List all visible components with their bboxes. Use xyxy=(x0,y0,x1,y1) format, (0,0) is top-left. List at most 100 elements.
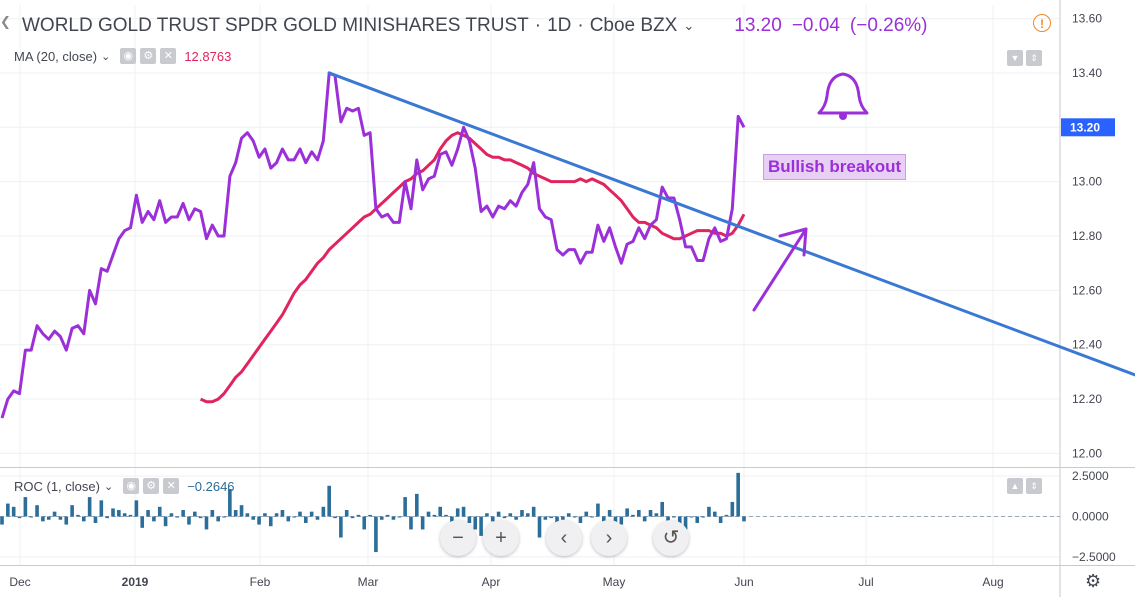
roc-bar xyxy=(730,501,735,517)
roc-axis-tick-label: −2.5000 xyxy=(1072,550,1116,564)
zoom-out-button[interactable]: − xyxy=(440,520,476,556)
roc-bar xyxy=(502,516,507,519)
symbol-title[interactable]: WORLD GOLD TRUST SPDR GOLD MINISHARES TR… xyxy=(22,15,529,36)
chevron-down-icon[interactable]: ⌄ xyxy=(101,50,111,63)
roc-bar xyxy=(23,497,28,517)
roc-bar xyxy=(543,516,548,520)
price-axis-tick-label: 13.00 xyxy=(1072,175,1102,189)
time-axis-tick-label: Aug xyxy=(982,575,1003,589)
roc-bar xyxy=(274,513,279,517)
roc-bar xyxy=(572,516,577,518)
roc-bar xyxy=(467,516,472,523)
roc-bar xyxy=(152,516,156,522)
roc-bar xyxy=(490,516,495,522)
ma-indicator-label[interactable]: MA (20, close) xyxy=(14,48,98,64)
trendline[interactable] xyxy=(327,71,1135,388)
roc-bar xyxy=(683,516,688,530)
exchange-label: Cboe BZX xyxy=(589,15,678,36)
collapse-icon[interactable]: ❮ xyxy=(0,14,11,29)
roc-indicator-label[interactable]: ROC (1, close) xyxy=(14,478,100,494)
price-axis-tick-label: 13.60 xyxy=(1072,12,1102,26)
roc-bar xyxy=(64,516,69,525)
roc-bar xyxy=(526,513,530,517)
time-axis-tick-label: Apr xyxy=(482,575,501,589)
roc-bar xyxy=(455,508,460,517)
roc-bar xyxy=(315,516,320,520)
roc-bar xyxy=(111,508,115,517)
arrow-up-icon[interactable] xyxy=(752,227,808,312)
roc-bar xyxy=(222,516,226,518)
roc-bar xyxy=(531,506,536,517)
roc-bar xyxy=(374,516,378,553)
roc-bar xyxy=(105,516,109,519)
roc-bar xyxy=(233,510,238,517)
roc-bar xyxy=(718,516,723,523)
interval-label[interactable]: 1D xyxy=(547,15,572,36)
close-icon[interactable]: ✕ xyxy=(160,48,177,64)
settings-icon[interactable]: ⚙ xyxy=(1085,571,1102,591)
roc-bar xyxy=(140,516,145,528)
roc-bar xyxy=(6,503,10,517)
roc-bar xyxy=(350,516,355,519)
zoom-in-button[interactable]: + xyxy=(483,520,519,556)
roc-bar xyxy=(590,516,594,518)
roc-bar xyxy=(619,516,624,525)
roc-bar xyxy=(508,513,513,517)
roc-bar xyxy=(344,510,349,517)
roc-bar xyxy=(385,514,390,517)
scroll-left-button[interactable]: ‹ xyxy=(546,520,582,556)
roc-bar xyxy=(181,510,185,517)
reset-button[interactable]: ↺ xyxy=(653,520,689,556)
roc-axis-tick-label: 2.5000 xyxy=(1072,469,1109,483)
price-axis-tick-label: 12.00 xyxy=(1072,446,1102,460)
roc-bar xyxy=(76,514,80,517)
maximize-icon[interactable]: ⇕ xyxy=(1026,478,1042,494)
roc-bar xyxy=(245,513,250,517)
roc-bar xyxy=(333,516,337,519)
roc-bar xyxy=(578,516,583,523)
roc-bar xyxy=(566,513,571,517)
scroll-right-button[interactable]: › xyxy=(591,520,627,556)
roc-bar xyxy=(485,513,489,517)
chevron-down-icon[interactable]: ▼ xyxy=(1007,50,1023,66)
alert-icon[interactable]: ! xyxy=(1033,14,1051,32)
maximize-icon[interactable]: ⇕ xyxy=(1026,50,1042,66)
roc-bar xyxy=(251,516,256,520)
roc-bar xyxy=(496,511,501,517)
roc-indicator-value: −0.2646 xyxy=(187,478,235,494)
roc-bar xyxy=(514,516,518,520)
eye-icon[interactable]: ◉ xyxy=(123,478,140,494)
roc-bar xyxy=(689,516,694,518)
price-pane-buttons: ▼ ⇕ xyxy=(1004,50,1042,66)
ma-indicator-legend: MA (20, close) ⌄ ◉ ⚙ ✕ 12.8763 xyxy=(14,48,231,64)
roc-bar xyxy=(520,510,524,517)
roc-bar xyxy=(479,516,483,536)
roc-bar xyxy=(362,516,367,530)
roc-bar xyxy=(81,516,86,522)
gear-icon[interactable]: ⚙ xyxy=(140,48,157,64)
bullish-breakout-annotation[interactable]: Bullish breakout xyxy=(763,154,907,180)
chevron-down-icon[interactable]: ⌄ xyxy=(683,18,695,33)
roc-bar xyxy=(672,516,676,518)
roc-bar xyxy=(175,516,180,518)
roc-bar xyxy=(631,514,635,517)
gear-icon[interactable]: ⚙ xyxy=(143,478,160,494)
roc-axis-tick-label: 0.0000 xyxy=(1072,510,1109,524)
chevron-up-icon[interactable]: ▲ xyxy=(1007,478,1023,494)
roc-bar xyxy=(210,510,215,517)
roc-bar xyxy=(263,513,267,517)
roc-bar xyxy=(368,514,372,517)
roc-bar xyxy=(41,516,45,522)
roc-bar xyxy=(280,510,285,517)
close-icon[interactable]: ✕ xyxy=(163,478,180,494)
roc-bar xyxy=(584,511,589,517)
roc-bar xyxy=(58,516,63,520)
roc-bar xyxy=(660,501,665,517)
current-price-tag xyxy=(1061,118,1115,137)
roc-bar xyxy=(292,516,296,518)
eye-icon[interactable]: ◉ xyxy=(120,48,137,64)
time-axis-tick-label: May xyxy=(603,575,626,589)
chevron-down-icon[interactable]: ⌄ xyxy=(103,480,114,493)
